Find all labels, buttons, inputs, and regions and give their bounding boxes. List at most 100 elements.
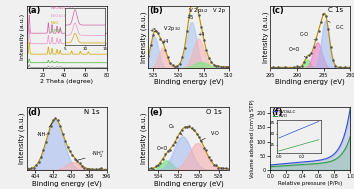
Y-axis label: Volume adsorbed (cm³/g STP): Volume adsorbed (cm³/g STP)	[250, 99, 255, 178]
Point	[62, 139, 68, 142]
Line: NVO&LC: NVO&LC	[270, 107, 350, 165]
Point	[172, 66, 178, 69]
Point	[270, 66, 275, 69]
NVO	[348, 135, 353, 137]
Text: C=O: C=O	[156, 146, 168, 157]
Point	[170, 63, 175, 66]
Point	[148, 167, 154, 170]
NVO	[336, 157, 340, 159]
Text: (e): (e)	[149, 108, 163, 117]
Point	[167, 61, 173, 64]
NVO&LC	[348, 106, 353, 108]
Point	[165, 150, 171, 153]
Point	[172, 141, 178, 144]
Point	[162, 48, 168, 51]
X-axis label: Binding energy (eV): Binding energy (eV)	[275, 79, 345, 85]
Text: (c): (c)	[271, 6, 284, 15]
Point	[332, 64, 338, 67]
Text: O 1s: O 1s	[206, 109, 222, 115]
Point	[201, 146, 207, 149]
Point	[284, 66, 290, 69]
Point	[182, 46, 187, 49]
Point	[289, 66, 295, 69]
Point	[287, 66, 292, 69]
Text: JCPDS: JCPDS	[51, 29, 62, 33]
Text: C-O: C-O	[300, 32, 315, 40]
Point	[50, 119, 56, 122]
Y-axis label: Intensity (a.u.): Intensity (a.u.)	[141, 11, 147, 63]
NVO&LC	[316, 159, 320, 162]
Point	[29, 167, 34, 170]
Point	[194, 132, 199, 136]
Text: (a): (a)	[27, 6, 41, 15]
Point	[344, 67, 350, 70]
Point	[223, 167, 228, 170]
Point	[94, 168, 99, 171]
Point	[77, 161, 82, 164]
Y-axis label: Intensity (a.u.): Intensity (a.u.)	[262, 11, 269, 63]
Point	[225, 66, 231, 69]
Y-axis label: Intensity (a.u.): Intensity (a.u.)	[19, 113, 25, 164]
Point	[213, 64, 219, 67]
Point	[211, 63, 216, 66]
Point	[60, 132, 65, 135]
Point	[299, 65, 304, 68]
Point	[320, 13, 326, 16]
X-axis label: Relative pressure (P/P₀): Relative pressure (P/P₀)	[278, 181, 343, 186]
Point	[292, 66, 297, 69]
NVO&LC	[268, 164, 273, 166]
NVO	[316, 162, 320, 165]
X-axis label: Binding energy (eV): Binding energy (eV)	[32, 181, 102, 187]
NVO&LC	[316, 159, 320, 162]
Text: V 2p: V 2p	[213, 8, 225, 13]
Point	[175, 64, 180, 67]
Point	[196, 14, 202, 17]
Text: N 1s: N 1s	[84, 109, 100, 115]
Point	[225, 169, 231, 172]
Point	[165, 55, 171, 58]
Point	[196, 135, 202, 138]
Point	[199, 26, 204, 29]
Point	[177, 131, 183, 134]
Point	[177, 62, 183, 65]
Point	[79, 164, 85, 167]
Point	[155, 164, 161, 167]
Point	[175, 136, 180, 139]
Point	[294, 65, 299, 68]
Point	[184, 126, 190, 129]
Point	[308, 51, 314, 54]
Point	[323, 14, 329, 17]
Point	[36, 160, 41, 163]
Point	[220, 167, 226, 170]
Point	[194, 5, 199, 8]
Point	[301, 60, 307, 63]
Point	[48, 124, 53, 127]
Point	[182, 125, 187, 129]
Point	[204, 48, 209, 51]
Point	[150, 167, 156, 170]
Text: NVO&LC-10: NVO&LC-10	[51, 6, 73, 10]
Point	[208, 158, 214, 161]
Point	[206, 155, 212, 158]
Point	[328, 45, 333, 48]
Point	[306, 54, 312, 57]
Point	[26, 167, 32, 170]
Point	[330, 58, 336, 61]
Point	[313, 37, 319, 40]
NVO&LC	[317, 159, 321, 161]
Text: C 1s: C 1s	[328, 7, 343, 13]
Point	[277, 67, 283, 70]
Point	[218, 167, 224, 170]
Text: C-C: C-C	[328, 21, 344, 30]
Text: +5: +5	[187, 15, 194, 20]
Point	[342, 65, 348, 68]
Point	[179, 129, 185, 132]
Text: C=O: C=O	[289, 47, 305, 57]
Text: -NH$_2^+$: -NH$_2^+$	[75, 150, 105, 161]
Point	[304, 56, 309, 59]
Point	[275, 65, 280, 68]
Point	[347, 66, 353, 69]
Point	[316, 30, 321, 33]
Point	[160, 40, 166, 43]
Point	[211, 163, 216, 166]
